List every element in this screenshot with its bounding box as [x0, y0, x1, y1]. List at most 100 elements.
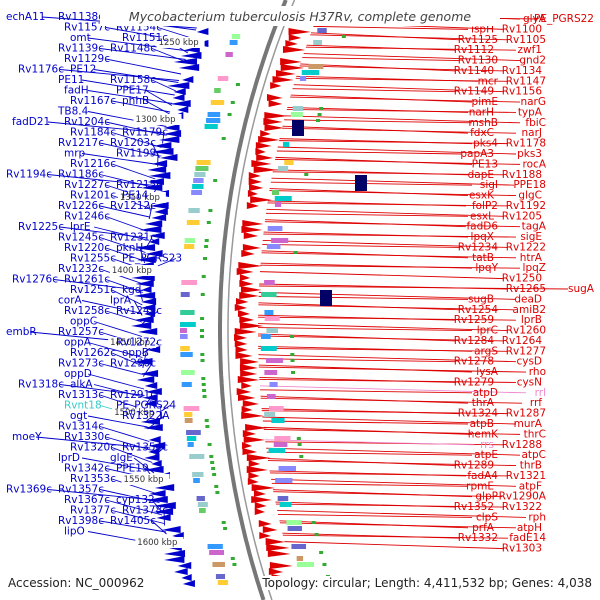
gene-label-minus[interactable]: Rv1272c	[116, 337, 162, 349]
gene-label-plus[interactable]: htrA	[520, 252, 543, 264]
gene-label-minus[interactable]: Rv1249c	[116, 305, 162, 317]
gene-label-minus[interactable]: Rv1314c	[58, 421, 104, 433]
gene-label-plus[interactable]: Rv1192	[506, 200, 546, 212]
gene-label-minus[interactable]: Rv1342c	[64, 463, 110, 475]
gene-label-plus[interactable]: lysA	[476, 366, 499, 378]
gene-label-minus[interactable]: Rv1220c	[64, 242, 110, 254]
gene-label-plus[interactable]: rho	[529, 366, 546, 378]
gene-label-minus[interactable]: Rv1377c	[70, 505, 116, 517]
gene-label-plus[interactable]: glpP	[475, 491, 498, 503]
gene-label-plus[interactable]: Rv1125	[458, 34, 498, 46]
gene-label-plus[interactable]: cysD	[516, 356, 542, 368]
gene-label-plus[interactable]: Rv1188	[502, 169, 542, 181]
gene-label-minus[interactable]: lprA	[110, 295, 132, 307]
gene-label-minus[interactable]: Rv1398c	[58, 515, 104, 527]
gene-label-minus[interactable]: Rv1129c	[64, 53, 110, 65]
gene-label-minus[interactable]: Rv1217c	[58, 137, 104, 149]
gene-label-plus[interactable]: ispH	[471, 23, 494, 35]
gene-label-minus[interactable]: PE11	[58, 74, 84, 86]
gene-label-plus[interactable]: esxL	[470, 210, 494, 222]
gene-label-minus[interactable]: Rv1151c	[122, 32, 168, 44]
gene-label-minus[interactable]: Rv1405c	[110, 515, 156, 527]
gene-label-minus[interactable]: PE_PGRS24	[116, 400, 176, 412]
gene-label-plus[interactable]: rocA	[523, 158, 547, 170]
gene-label-plus[interactable]: Rv1156	[502, 86, 543, 98]
gene-label-plus[interactable]: Rv1178	[506, 138, 546, 150]
gene-label-plus[interactable]: Rv1290A	[499, 491, 547, 503]
gene-label-plus[interactable]: PE13	[472, 158, 498, 170]
gene-label-plus[interactable]: tagA	[522, 221, 547, 233]
gene-label-minus[interactable]: Rv1227c	[64, 179, 110, 191]
gene-label-plus[interactable]: atpE	[474, 449, 498, 461]
gene-label-plus[interactable]: atpC	[521, 449, 546, 461]
gene-label-plus[interactable]: lprC	[477, 325, 498, 337]
gene-label-plus[interactable]: mshB	[468, 117, 498, 129]
gene-label-minus[interactable]: PPE19	[116, 463, 149, 475]
gene-label-minus[interactable]: phhB	[122, 95, 149, 107]
gene-label-plus[interactable]: hemK	[468, 428, 499, 440]
gene-label-plus[interactable]: atpB	[470, 418, 494, 430]
gene-label-plus[interactable]: narJ	[521, 127, 542, 139]
gene-label-minus[interactable]: Rv1258c	[64, 305, 110, 317]
gene-label-minus[interactable]: glgE	[110, 452, 133, 464]
gene-label-plus[interactable]: Rv1284	[454, 335, 495, 347]
gene-label-plus[interactable]: Rv1289	[454, 460, 494, 472]
gene-label-minus[interactable]: Rv1367c	[64, 494, 110, 506]
gene-label-minus[interactable]: embR	[6, 326, 37, 338]
gene-label-plus[interactable]: thrB	[520, 460, 542, 472]
gene-label-minus[interactable]: Rv1201c	[70, 190, 116, 202]
gene-label-plus[interactable]: Rv1105	[506, 34, 546, 46]
gene-label-plus[interactable]: Rv1265	[506, 283, 546, 295]
gene-label-plus[interactable]: Rv1324	[458, 408, 499, 420]
gene-label-plus[interactable]: typA	[518, 106, 543, 118]
gene-label-plus[interactable]: pimE	[472, 96, 498, 108]
gene-label-plus[interactable]: fbiC	[525, 117, 546, 129]
gene-label-plus[interactable]: argS	[474, 345, 498, 357]
gene-label-minus[interactable]: Rv1330c	[64, 431, 110, 443]
gene-label-plus[interactable]: PPE18	[513, 179, 546, 191]
gene-label-minus[interactable]: Rv1257c	[58, 326, 104, 338]
gene-label-plus[interactable]: Rv1149	[454, 86, 494, 98]
gene-label-plus[interactable]: gnd2	[519, 55, 546, 67]
gene-label-minus[interactable]: Rv1194c	[6, 169, 52, 181]
gene-label-plus[interactable]: Rv1250	[502, 273, 542, 285]
gene-label-plus[interactable]: Rv1260	[506, 325, 546, 337]
gene-label-plus[interactable]: sigI	[480, 179, 498, 191]
gene-label-plus[interactable]: folP2	[472, 200, 498, 212]
gene-label-plus[interactable]: pks4	[473, 138, 498, 150]
gene-label-plus[interactable]: Rv1134	[502, 65, 543, 77]
gene-label-plus[interactable]: Rv1234	[458, 241, 499, 253]
gene-label-minus[interactable]: cyp132	[116, 494, 155, 506]
gene-label-plus[interactable]: Rv1321	[506, 470, 546, 482]
gene-label-minus[interactable]: kgd	[122, 284, 141, 296]
gene-label-plus[interactable]: Rv1332	[458, 532, 498, 544]
gene-label-minus[interactable]: Rv1167c	[70, 95, 116, 107]
gene-label-minus[interactable]: Rv1251c	[70, 284, 116, 296]
gene-label-plus[interactable]: atpD	[473, 387, 498, 399]
gene-label-minus[interactable]: Rv1203c	[110, 137, 156, 149]
gene-label-minus[interactable]: echA11	[6, 11, 45, 23]
gene-label-minus[interactable]: lipO	[64, 526, 85, 538]
gene-label-minus[interactable]: Rv1276c	[12, 274, 58, 286]
gene-label-plus[interactable]: Rv1112	[454, 44, 494, 56]
gene-label-minus[interactable]: Rv1313c	[58, 389, 104, 401]
gene-label-minus[interactable]: PE12	[70, 64, 96, 76]
gene-label-minus[interactable]: Rv1318c	[18, 379, 64, 391]
gene-label-plus[interactable]: thrA	[472, 397, 495, 409]
gene-label-plus[interactable]: rrf	[530, 397, 542, 409]
gene-label-minus[interactable]: Rv1204c	[64, 116, 110, 128]
gene-label-minus[interactable]: ogt	[70, 410, 87, 422]
gene-label-minus[interactable]: Rv1148c	[110, 43, 156, 55]
gene-label-minus[interactable]: pknH	[116, 242, 143, 254]
gene-label-plus[interactable]: Rv1278	[454, 356, 494, 368]
gene-label-plus[interactable]: Rv1277	[506, 345, 546, 357]
gene-label-plus[interactable]: Rv1288	[502, 439, 542, 451]
gene-label-plus[interactable]: lpqZ	[523, 262, 546, 274]
gene-label-minus[interactable]: Rv1357c	[58, 484, 104, 496]
gene-label-plus[interactable]: clpS	[476, 511, 498, 523]
gene-label-plus[interactable]: Rv1205	[502, 210, 542, 222]
gene-label-minus[interactable]: Rv1262c	[70, 347, 116, 359]
gene-label-minus[interactable]: Rv1139c	[58, 43, 104, 55]
gene-label-minus[interactable]: oppD	[64, 368, 92, 380]
gene-label-plus[interactable]: atpH	[517, 522, 542, 534]
